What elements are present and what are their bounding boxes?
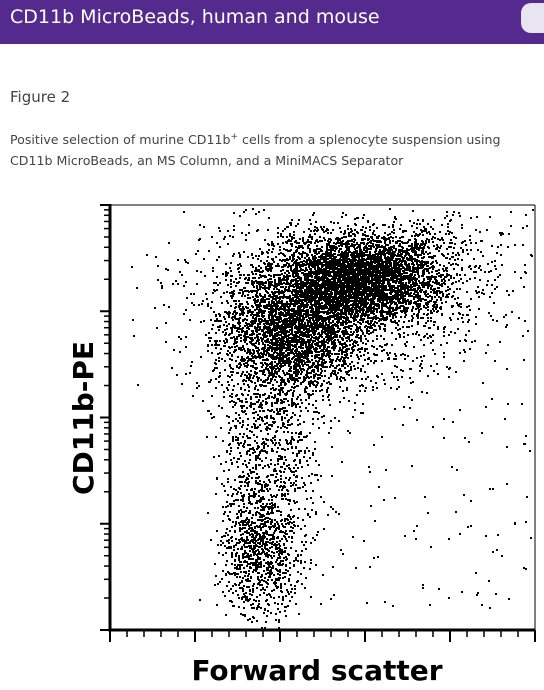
caption-text: cells from a splenocyte suspension using… [10, 132, 501, 168]
header-button[interactable] [521, 3, 544, 33]
caption-text: Positive selection of murine CD11b [10, 132, 231, 147]
axes [100, 204, 536, 642]
header-title: CD11b MicroBeads, human and mouse [10, 6, 380, 28]
x-axis-label: Forward scatter [191, 654, 442, 687]
y-axis-label: CD11b-PE [67, 341, 100, 495]
figure-caption: Positive selection of murine CD11b+ cell… [10, 129, 535, 171]
dot-plot: CD11b-PE Forward scatter [67, 204, 536, 687]
figure-label: Figure 2 [10, 88, 71, 106]
caption-sup: + [230, 131, 239, 142]
dot-cloud [131, 208, 534, 629]
header-bar: CD11b MicroBeads, human and mouse [0, 0, 544, 44]
